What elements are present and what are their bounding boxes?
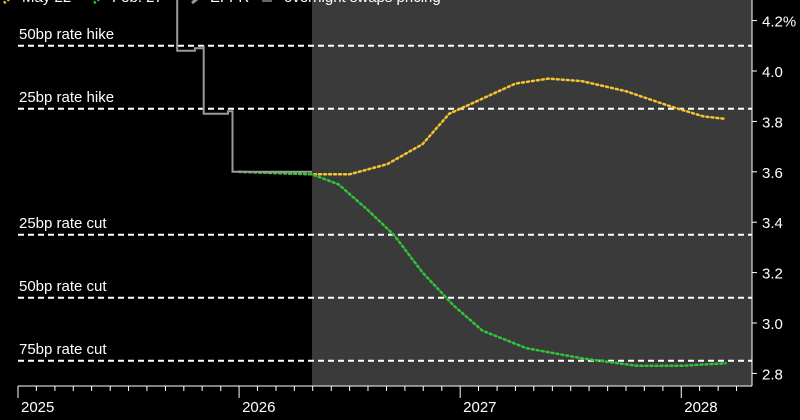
- legend-label: overnight swaps pricing: [284, 0, 441, 6]
- y-tick-label: 3.8: [762, 114, 783, 131]
- legend-label: May 22: [22, 0, 71, 6]
- x-tick-label: 2026: [242, 399, 275, 416]
- y-tick-label: 3.2: [762, 266, 783, 283]
- y-tick-label: 3.4: [762, 215, 783, 232]
- legend-swatch: [3, 0, 11, 5]
- reference-line-label: 50bp rate hike: [19, 26, 114, 43]
- x-tick-label: 2027: [463, 399, 496, 416]
- legend-label: EFFR: [210, 0, 249, 6]
- y-tick-label: 4.2%: [762, 14, 796, 31]
- series-line: [237, 77, 727, 176]
- reference-line-label: 75bp rate cut: [19, 341, 107, 358]
- reference-line-label: 25bp rate cut: [19, 215, 107, 232]
- y-tick-label: 2.8: [762, 366, 783, 383]
- legend-swatch: [191, 0, 199, 5]
- y-tick-label: 4.0: [762, 64, 783, 81]
- x-tick-label: 2028: [684, 399, 717, 416]
- shaded-swaps-region: [312, 0, 752, 386]
- series-line: [237, 170, 727, 368]
- x-tick-label: 2025: [21, 399, 54, 416]
- reference-line-label: 50bp rate cut: [19, 278, 107, 295]
- legend-label: Feb. 27: [112, 0, 163, 6]
- y-tick-label: 3.6: [762, 165, 783, 182]
- legend-swatch: [262, 0, 272, 2]
- y-tick-label: 3.0: [762, 316, 783, 333]
- reference-line-label: 25bp rate hike: [19, 89, 114, 106]
- legend-swatch: [93, 0, 101, 5]
- series-line: [176, 0, 312, 173]
